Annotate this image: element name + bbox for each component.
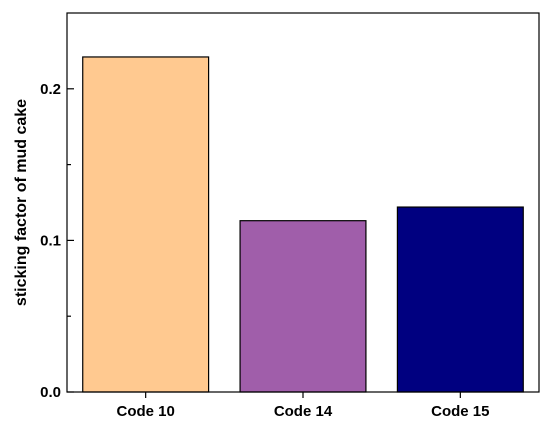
bar-code-14 <box>239 220 367 393</box>
y-tick-label: 0.2 <box>40 81 61 98</box>
x-axis-ticks: Code 10 Code 14 Code 15 <box>116 392 490 420</box>
x-tick-label: Code 14 <box>274 403 333 420</box>
y-tick-label: 0.1 <box>40 232 61 249</box>
x-tick-label: Code 10 <box>116 403 174 420</box>
bar-code-10 <box>82 56 210 393</box>
x-tick-label: Code 15 <box>431 403 489 420</box>
y-axis-label: sticking factor of mud cake <box>13 99 30 306</box>
bars-group <box>82 56 524 393</box>
bar-code-15 <box>396 206 524 393</box>
y-tick-label: 0.0 <box>40 384 61 401</box>
y-axis-ticks: 0.0 0.1 0.2 <box>40 81 74 401</box>
